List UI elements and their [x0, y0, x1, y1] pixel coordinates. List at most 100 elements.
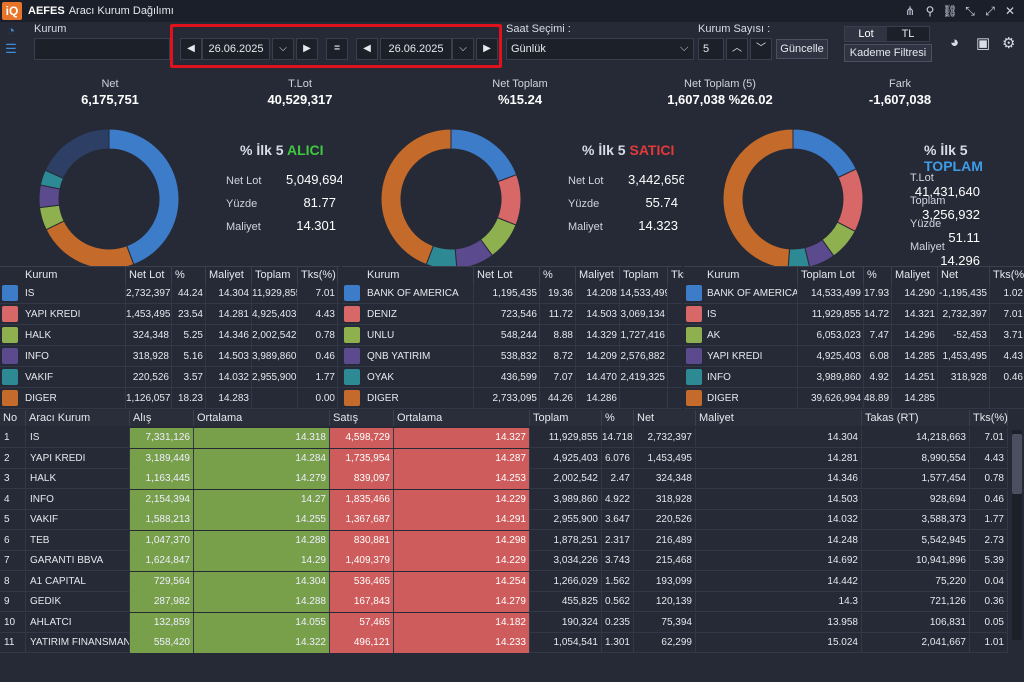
- grid-row[interactable]: 4 INFO 2,154,394 14.27 1,835,466 14.229 3,989,…: [0, 489, 1008, 510]
- grid-row[interactable]: 3 HALK 1,163,445 14.279 839,097 14.253 2,002,5…: [0, 469, 1008, 489]
- grid-scrollbar[interactable]: [1012, 430, 1022, 640]
- table-cell: 14.251: [892, 367, 938, 388]
- grid-row[interactable]: 8 A1 CAPITAL 729,564 14.304 536,465 14.254 1,2…: [0, 571, 1008, 592]
- table-row[interactable]: IS 11,929,855 14.72 14.321 2,732,397 7.01: [684, 304, 1024, 325]
- pie-view-icon[interactable]: ◕: [950, 34, 960, 51]
- grid-row[interactable]: 10 AHLATCI 132,859 14.055 57,465 14.182 190,32…: [0, 612, 1008, 633]
- grid-header[interactable]: Maliyet: [696, 410, 862, 426]
- date1-next-button[interactable]: ▶: [296, 38, 318, 60]
- date2-dropdown-button[interactable]: ⌵: [452, 38, 474, 60]
- donut-slice[interactable]: [45, 220, 135, 270]
- grid-header[interactable]: Ortalama: [194, 410, 330, 426]
- grid-header[interactable]: Tks(%): [970, 410, 1008, 426]
- grid-cell: 8: [0, 571, 26, 592]
- kademe-filtresi-button[interactable]: Kademe Filtresi: [844, 44, 932, 62]
- date1-dropdown-button[interactable]: ⌵: [272, 38, 294, 60]
- table-row[interactable]: INFO 3,989,860 4.92 14.251 318,928 0.46: [684, 367, 1024, 388]
- donut-slice[interactable]: [496, 174, 522, 226]
- table-cell: 14.285: [892, 388, 938, 409]
- table-row[interactable]: AK 6,053,023 7.47 14.296 -52,453 3.71: [684, 325, 1024, 346]
- table-row[interactable]: VAKIF 220,526 3.57 14.032 2,955,900 1.77: [0, 367, 340, 388]
- table-cell: 48.89: [864, 388, 892, 409]
- increment-button[interactable]: ︿: [726, 38, 748, 60]
- grid-row[interactable]: 7 GARANTI BBVA 1,624,847 14.29 1,409,379 14.2…: [0, 551, 1008, 571]
- grid-row[interactable]: 6 TEB 1,047,370 14.288 830,881 14.298 1,878,25…: [0, 530, 1008, 551]
- grid-row[interactable]: 11 YATIRIM FINANSMAN 558,420 14.322 496,121 1…: [0, 633, 1008, 653]
- grid-row[interactable]: 9 GEDIK 287,982 14.288 167,843 14.279 455,825 0…: [0, 592, 1008, 612]
- table-cell: QNB YATIRIM: [364, 346, 474, 367]
- panel-stat-value: 81.77: [303, 195, 336, 210]
- symbol-label: AEFES: [28, 5, 65, 17]
- table-row[interactable]: BANK OF AMERICA 1,195,435 19.36 14.208 14,53…: [342, 283, 712, 304]
- grid-cell: 220,526: [634, 510, 696, 530]
- table-row[interactable]: HALK 324,348 5.25 14.346 2,002,542 0.78: [0, 325, 340, 346]
- donut-slice[interactable]: [792, 128, 857, 179]
- donut-slice[interactable]: [450, 128, 518, 183]
- saat-chevron-icon[interactable]: ⌵: [680, 42, 689, 54]
- table-cell: 14.72: [864, 304, 892, 325]
- table-row[interactable]: DIGER 1,126,057 18.23 14.283 0.00: [0, 388, 340, 409]
- grid-header[interactable]: Aracı Kurum: [26, 410, 130, 426]
- grid-row[interactable]: 2 YAPI KREDI 3,189,449 14.284 1,735,954 14.28…: [0, 448, 1008, 469]
- compress-icon[interactable]: ⤡: [965, 4, 975, 18]
- grid-header[interactable]: Ortalama: [394, 410, 530, 426]
- table-cell: 3.71: [990, 325, 1024, 346]
- grid-header[interactable]: No: [0, 410, 26, 426]
- donut-chart: [38, 128, 180, 270]
- pin-icon[interactable]: ⚲: [925, 4, 935, 18]
- grid-header[interactable]: Net: [634, 410, 696, 426]
- grid-cell: 14.692: [696, 551, 862, 571]
- scroll-thumb[interactable]: [1012, 434, 1022, 494]
- menu-icon[interactable]: ☰: [5, 41, 17, 56]
- grid-row[interactable]: 5 VAKIF 1,588,213 14.255 1,367,687 14.291 2,95…: [0, 510, 1008, 530]
- grid-cell: 1,835,466: [330, 489, 394, 510]
- tl-option[interactable]: TL: [901, 28, 915, 40]
- date1-field[interactable]: 26.06.2025: [202, 38, 270, 60]
- pie-chart-icon[interactable]: ◔: [7, 23, 15, 38]
- table-row[interactable]: QNB YATIRIM538,8328.7214.2092,576,8821.8…: [342, 346, 712, 367]
- donut-slice[interactable]: [44, 128, 110, 180]
- color-swatch: [2, 348, 18, 364]
- chain-icon[interactable]: ⛓: [942, 4, 958, 18]
- donut-slice[interactable]: [108, 128, 180, 266]
- grid-row[interactable]: 1 IS 7,331,126 14.318 4,598,729 14.327 11,929,…: [0, 428, 1008, 448]
- donut-slice[interactable]: [836, 168, 864, 233]
- donut-slice[interactable]: [722, 128, 794, 270]
- share-icon[interactable]: ⋔: [904, 4, 916, 18]
- decrement-button[interactable]: ﹀: [750, 38, 772, 60]
- table-row[interactable]: YAPI KREDI 4,925,403 6.08 14.285 1,453,495 4.…: [684, 346, 1024, 367]
- kurum-sayisi-input[interactable]: 5: [698, 38, 724, 60]
- table-row[interactable]: YAPI KREDI 1,453,495 23.54 14.281 4,925,403 4…: [0, 304, 340, 325]
- table-cell: 4.92: [864, 367, 892, 388]
- grid-header[interactable]: Alış: [130, 410, 194, 426]
- table-row[interactable]: INFO 318,928 5.16 14.503 3,989,860 0.46: [0, 346, 340, 367]
- stat-value: 6,175,751: [81, 92, 139, 107]
- equals-button[interactable]: =: [326, 38, 348, 60]
- date2-prev-button[interactable]: ◀: [356, 38, 378, 60]
- close-icon[interactable]: ✕: [1004, 4, 1016, 18]
- donut-slice[interactable]: [380, 128, 452, 266]
- save-icon[interactable]: ▣: [976, 35, 991, 52]
- settings-icon[interactable]: ⚙: [1002, 35, 1016, 52]
- table-row[interactable]: IS 2,732,397 44.24 14.304 11,929,855 7.01: [0, 283, 340, 304]
- lot-option[interactable]: Lot: [845, 27, 887, 41]
- table-row[interactable]: DIGER 39,626,994 48.89 14.285: [684, 388, 1024, 409]
- date1-prev-button[interactable]: ◀: [180, 38, 202, 60]
- kurum-input[interactable]: [34, 38, 170, 60]
- grid-header[interactable]: Takas (RT): [862, 410, 970, 426]
- grid-header[interactable]: Satış: [330, 410, 394, 426]
- expand-icon[interactable]: ⤢: [985, 4, 995, 18]
- table-row[interactable]: BANK OF AMERICA 14,533,499 17.93 14.290 -1,1…: [684, 283, 1024, 304]
- table-cell: OYAK: [364, 367, 474, 388]
- date2-field[interactable]: 26.06.2025: [380, 38, 452, 60]
- table-cell: 14.503: [576, 304, 620, 325]
- grid-header[interactable]: Toplam: [530, 410, 602, 426]
- saat-select[interactable]: Günlük: [506, 38, 694, 60]
- date2-next-button[interactable]: ▶: [476, 38, 498, 60]
- grid-header[interactable]: %: [602, 410, 634, 426]
- guncelle-button[interactable]: Güncelle: [776, 39, 828, 59]
